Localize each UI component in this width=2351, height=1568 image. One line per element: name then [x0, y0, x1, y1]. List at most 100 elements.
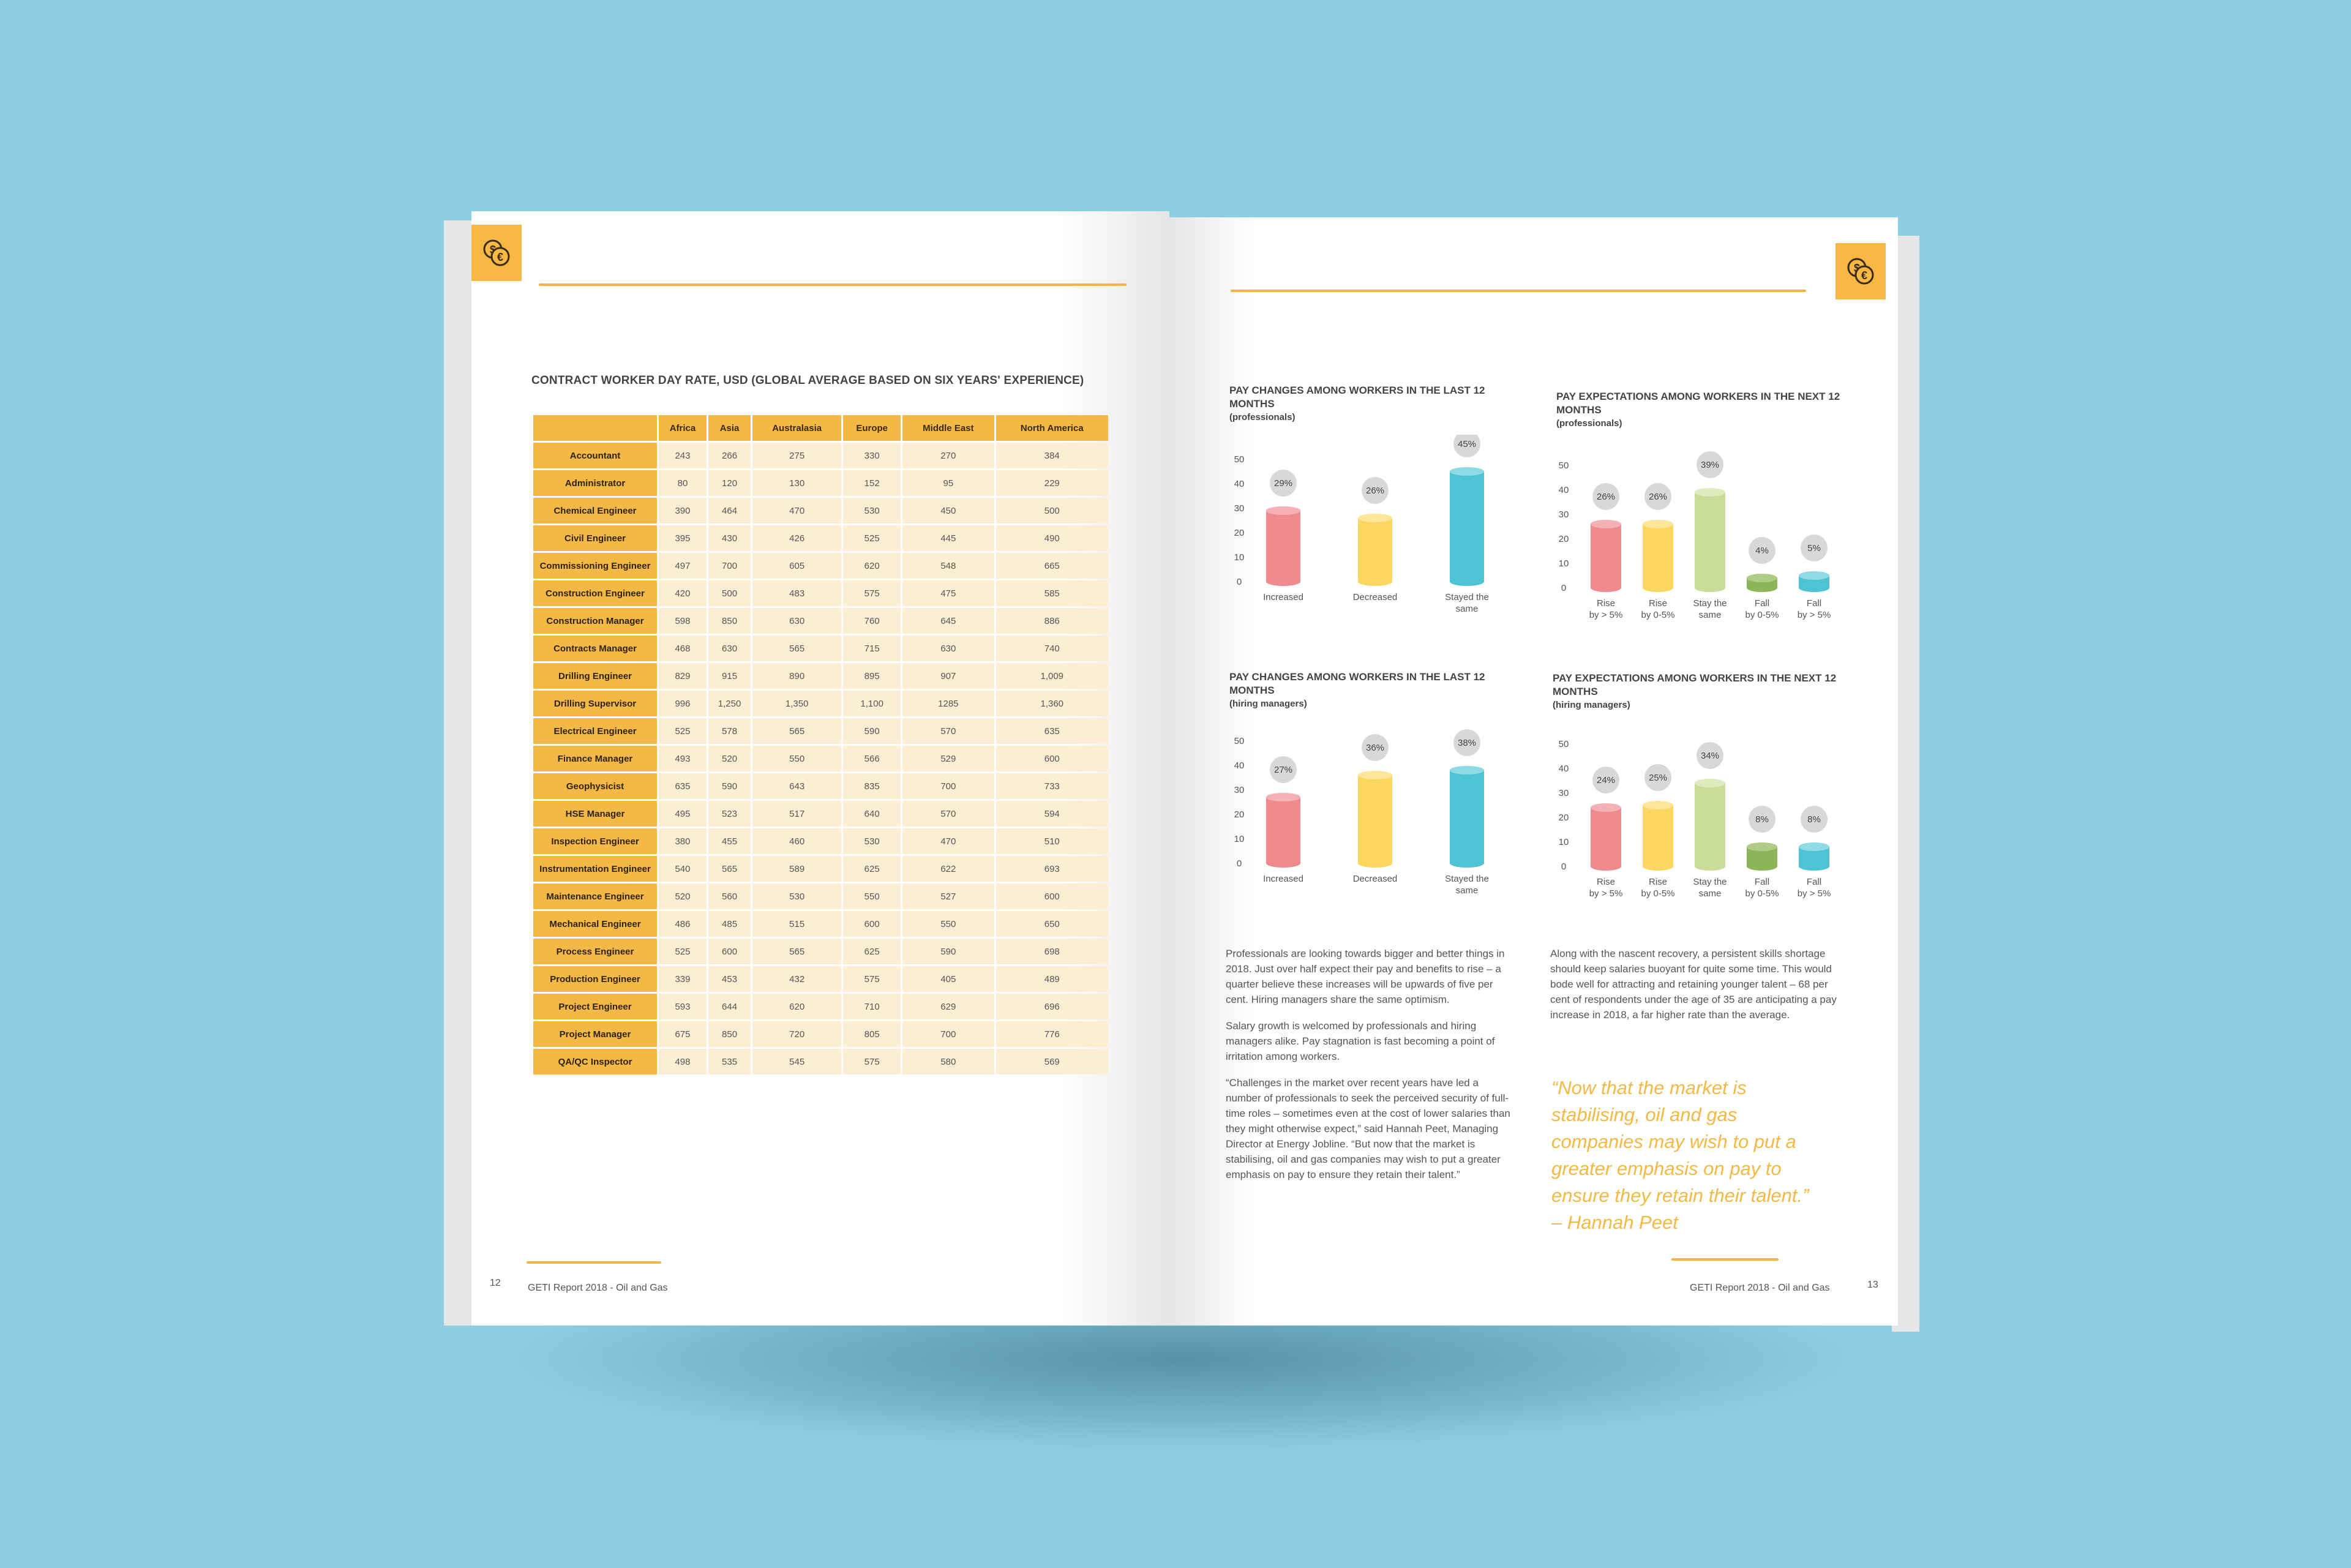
rate-cell: 530 — [843, 498, 901, 523]
rate-cell: 330 — [843, 443, 901, 468]
bar — [1266, 793, 1300, 868]
rate-cell: 500 — [996, 498, 1108, 523]
bar — [1450, 766, 1484, 868]
footer-text: GETI Report 2018 - Oil and Gas — [528, 1283, 668, 1293]
rate-cell: 570 — [902, 718, 994, 744]
bar-base — [1266, 859, 1300, 868]
bar-top — [1591, 803, 1621, 812]
rate-cell: 569 — [996, 1049, 1108, 1075]
rate-cell: 1,250 — [708, 691, 751, 716]
rate-cell: 907 — [902, 663, 994, 689]
category-label: Fall by 0-5% — [1745, 598, 1779, 620]
table-title: CONTRACT WORKER DAY RATE, USD (GLOBAL AV… — [531, 374, 1084, 387]
rate-cell: 510 — [996, 828, 1108, 854]
rate-cell: 515 — [752, 911, 842, 937]
category-label: Rise by 0-5% — [1641, 598, 1674, 620]
y-tick-label: 20 — [1234, 809, 1245, 820]
rate-cell: 270 — [902, 443, 994, 468]
rate-cell: 665 — [996, 553, 1108, 579]
rate-cell: 266 — [708, 443, 751, 468]
rate-cell: 1285 — [902, 691, 994, 716]
rate-cell: 525 — [659, 939, 707, 964]
value-bubble — [1362, 477, 1389, 504]
rate-cell: 575 — [843, 580, 901, 606]
rate-cell: 565 — [708, 856, 751, 882]
rate-cell: 493 — [659, 746, 707, 771]
rate-cell: 548 — [902, 553, 994, 579]
rate-cell: 426 — [752, 525, 842, 551]
table-row: HSE Manager 495 523 517 640 570 594 — [533, 801, 1108, 827]
rate-cell: 455 — [708, 828, 751, 854]
rate-cell: 565 — [752, 718, 842, 744]
bar-body — [1358, 518, 1392, 582]
rate-cell: 620 — [752, 994, 842, 1019]
table-row: Commissioning Engineer 497 700 605 620 548 665 — [533, 553, 1108, 579]
rate-cell: 700 — [902, 1021, 994, 1047]
rate-cell: 600 — [843, 911, 901, 937]
rate-cell: 996 — [659, 691, 707, 716]
value-label: 8% — [1807, 814, 1821, 825]
rate-cell: 590 — [902, 939, 994, 964]
role-label: Contracts Manager — [533, 636, 657, 661]
role-label: Construction Engineer — [533, 580, 657, 606]
rate-cell: 566 — [843, 746, 901, 771]
category-label: Stay the same — [1693, 598, 1727, 620]
bar — [1643, 801, 1673, 871]
rate-cell: 432 — [752, 966, 842, 992]
bar-body — [1450, 471, 1484, 582]
column-header: North America — [996, 415, 1108, 441]
rate-cell: 540 — [659, 856, 707, 882]
page-number: 12 — [490, 1278, 501, 1288]
role-label: Construction Manager — [533, 608, 657, 634]
rate-cell: 715 — [843, 636, 901, 661]
rate-cell: 395 — [659, 525, 707, 551]
left-page: $ € CONTRACT WORKER DAY RATE, USD (GLOBA… — [471, 211, 1169, 1326]
rate-cell: 450 — [902, 498, 994, 523]
bar-top — [1358, 514, 1392, 522]
y-tick-label: 50 — [1559, 460, 1569, 471]
paragraph: Along with the nascent recovery, a persi… — [1550, 948, 1837, 1021]
role-label: HSE Manager — [533, 801, 657, 827]
bar — [1695, 488, 1725, 592]
value-bubble — [1749, 806, 1775, 833]
rate-cell: 625 — [843, 856, 901, 882]
bar-top — [1266, 793, 1300, 801]
y-tick-label: 30 — [1559, 509, 1569, 520]
bar — [1450, 467, 1484, 586]
bar — [1695, 779, 1725, 871]
rate-cell: 600 — [996, 746, 1108, 771]
bar-base — [1799, 862, 1829, 871]
rate-cell: 733 — [996, 773, 1108, 799]
rate-cell: 550 — [843, 883, 901, 909]
rate-cell: 500 — [708, 580, 751, 606]
table-row: Contracts Manager 468 630 565 715 630 740 — [533, 636, 1108, 661]
y-tick-label: 10 — [1234, 552, 1245, 563]
rate-cell: 152 — [843, 470, 901, 496]
y-tick-label: 30 — [1234, 503, 1245, 514]
rate-cell: 700 — [902, 773, 994, 799]
chart-pay-expectations-professionals: 50 40 30 20 10 0 26% Rise by > 5% 26% Rise by 0-5% 3… — [1559, 451, 1831, 620]
chart-4-title: PAY EXPECTATIONS AMONG WORKERS IN THE NE… — [1553, 672, 1840, 712]
rate-cell: 625 — [843, 939, 901, 964]
y-tick-label: 20 — [1559, 534, 1569, 544]
value-label: 34% — [1701, 751, 1719, 761]
value-label: 25% — [1649, 773, 1667, 783]
rate-cell: 700 — [708, 553, 751, 579]
category-label: Fall by > 5% — [1798, 877, 1831, 899]
header-rule — [1231, 290, 1806, 292]
rate-cell: 850 — [708, 608, 751, 634]
rate-cell: 589 — [752, 856, 842, 882]
role-label: Project Engineer — [533, 994, 657, 1019]
role-label: Finance Manager — [533, 746, 657, 771]
bar-base — [1450, 577, 1484, 586]
table-row: QA/QC Inspector 498 535 545 575 580 569 — [533, 1049, 1108, 1075]
role-label: Electrical Engineer — [533, 718, 657, 744]
value-label: 26% — [1597, 492, 1615, 502]
bar-top — [1747, 574, 1777, 582]
footer-rule — [527, 1261, 661, 1264]
bar-body — [1266, 797, 1300, 863]
footer-text: GETI Report 2018 - Oil and Gas — [1690, 1283, 1830, 1293]
table-row: Electrical Engineer 525 578 565 590 570 635 — [533, 718, 1108, 744]
pull-quote: “Now that the market is stabilising, oil… — [1551, 1077, 1809, 1233]
chart-3-subtitle: (hiring managers) — [1229, 699, 1307, 709]
